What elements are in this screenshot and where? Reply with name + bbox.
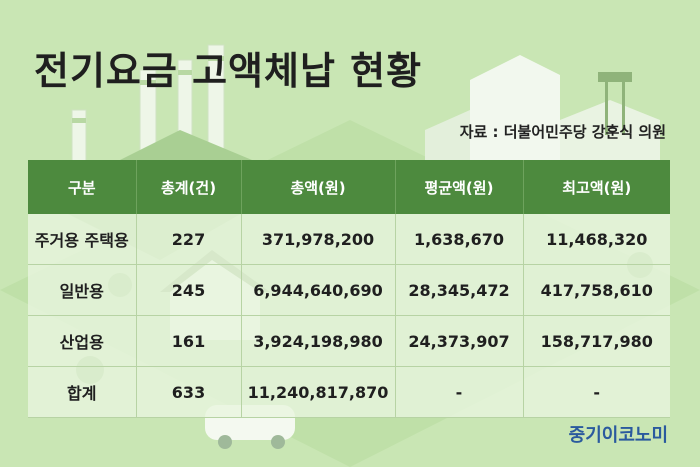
header-count: 총계(건) [136,160,242,214]
header-total: 총액(원) [241,160,396,214]
cell-total: 11,240,817,870 [241,366,396,418]
cell-max: 158,717,980 [523,315,670,367]
table-row: 일반용 245 6,944,640,690 28,345,472 417,758… [28,264,670,316]
header-average: 평균액(원) [395,160,524,214]
cell-average: 28,345,472 [395,264,524,316]
table-row-total: 합계 633 11,240,817,870 - - [28,366,670,418]
source-note: 자료 : 더불어민주당 강훈식 의원 [459,123,666,141]
page-title: 전기요금 고액체납 현황 [34,49,423,93]
cell-category: 일반용 [28,264,137,316]
cell-category: 합계 [28,366,137,418]
table-row: 산업용 161 3,924,198,980 24,373,907 158,717… [28,315,670,367]
cell-max: 11,468,320 [523,214,670,265]
publisher-logo: 중기이코노미 [568,425,668,446]
arrears-table: 구분 총계(건) 총액(원) 평균액(원) 최고액(원) 주거용 주택용 227… [28,160,670,418]
cell-count: 633 [136,366,242,418]
cell-average: 1,638,670 [395,214,524,265]
cell-count: 161 [136,315,242,367]
cell-category: 산업용 [28,315,137,367]
table-row: 주거용 주택용 227 371,978,200 1,638,670 11,468… [28,214,670,265]
cell-total: 3,924,198,980 [241,315,396,367]
header-max: 최고액(원) [523,160,670,214]
cell-category: 주거용 주택용 [28,214,137,265]
cell-average: - [395,366,524,418]
cell-total: 371,978,200 [241,214,396,265]
cell-max: - [523,366,670,418]
table-header-row: 구분 총계(건) 총액(원) 평균액(원) 최고액(원) [28,160,670,214]
cell-count: 245 [136,264,242,316]
header-category: 구분 [28,160,137,214]
cell-max: 417,758,610 [523,264,670,316]
cell-count: 227 [136,214,242,265]
cell-total: 6,944,640,690 [241,264,396,316]
cell-average: 24,373,907 [395,315,524,367]
